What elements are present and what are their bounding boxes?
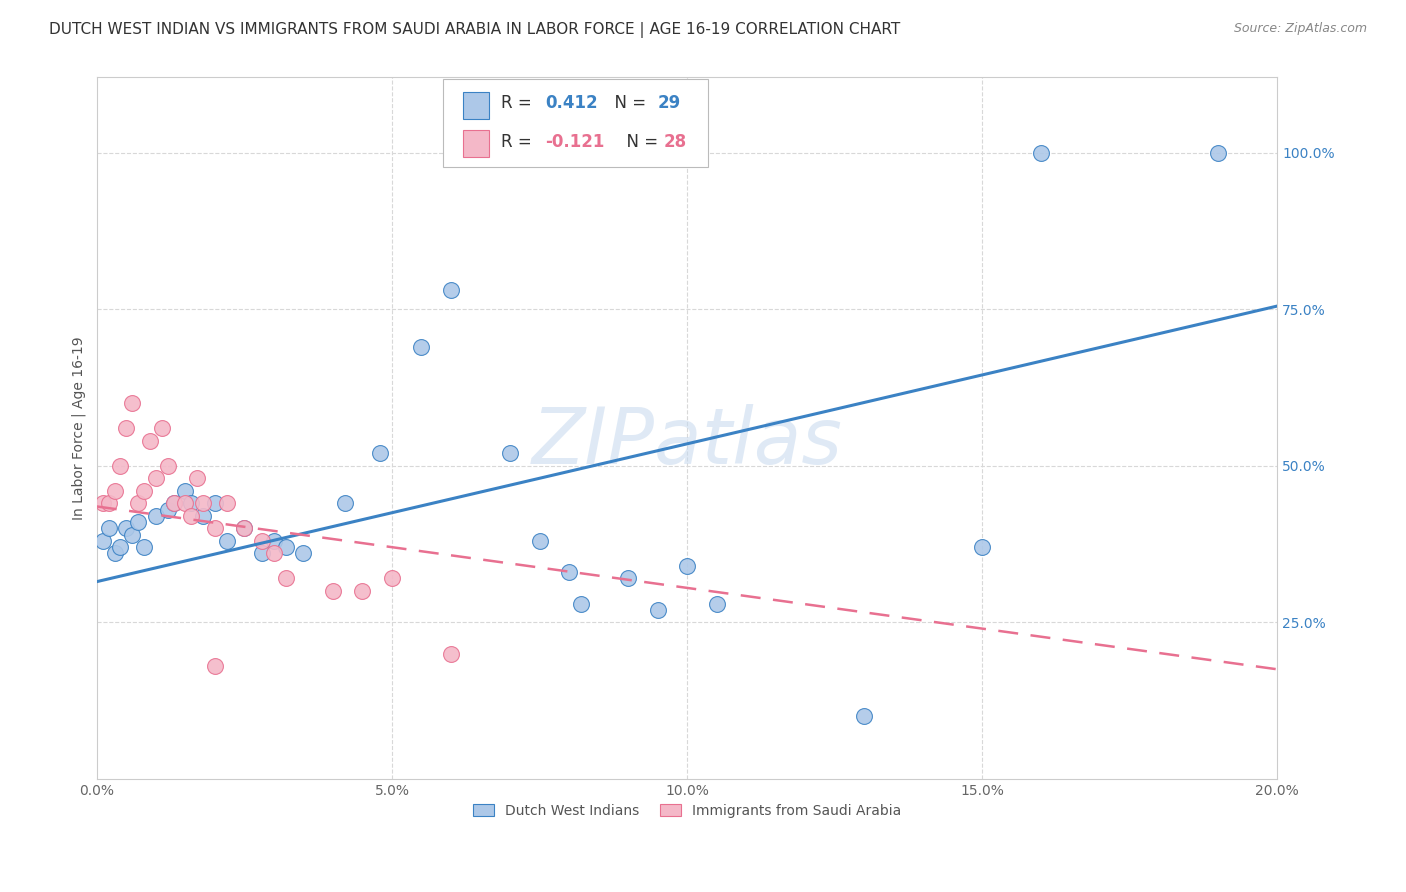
Point (1206, 145, 1229, 160)
Point (292, 546, 315, 560)
Point (174, 496, 197, 510)
Point (191, 508, 214, 523)
Point (156, 458, 179, 473)
Text: Source: ZipAtlas.com: Source: ZipAtlas.com (1233, 22, 1367, 36)
Point (569, 597, 592, 611)
Point (706, 597, 728, 611)
Point (132, 540, 155, 554)
Point (233, 521, 256, 535)
Point (127, 515, 149, 529)
Point (127, 496, 149, 510)
Point (676, 558, 699, 573)
Point (162, 496, 184, 510)
Point (145, 508, 167, 523)
Point (186, 471, 208, 485)
Point (91, 533, 114, 548)
Text: R =: R = (501, 95, 537, 112)
Legend: Dutch West Indians, Immigrants from Saudi Arabia: Dutch West Indians, Immigrants from Saud… (465, 797, 908, 824)
Text: N =: N = (605, 95, 652, 112)
Point (132, 483, 155, 498)
FancyBboxPatch shape (443, 78, 709, 167)
FancyBboxPatch shape (463, 92, 489, 119)
Point (103, 483, 125, 498)
Point (215, 496, 238, 510)
Point (250, 546, 273, 560)
Text: R =: R = (501, 133, 537, 151)
Point (274, 540, 297, 554)
Point (97, 521, 120, 535)
Text: DUTCH WEST INDIAN VS IMMIGRANTS FROM SAUDI ARABIA IN LABOR FORCE | AGE 16-19 COR: DUTCH WEST INDIAN VS IMMIGRANTS FROM SAU… (49, 22, 900, 38)
Point (115, 421, 138, 435)
Point (204, 521, 226, 535)
Point (263, 533, 285, 548)
Point (110, 540, 132, 554)
Point (411, 340, 433, 354)
Point (115, 521, 138, 535)
Point (853, 709, 876, 723)
Point (162, 496, 184, 510)
Point (274, 572, 297, 586)
Point (180, 508, 202, 523)
Text: N =: N = (616, 133, 664, 151)
Point (440, 647, 463, 661)
Point (381, 572, 404, 586)
Point (529, 533, 551, 548)
Point (103, 546, 125, 560)
Point (352, 584, 374, 599)
Point (110, 458, 132, 473)
Point (91, 496, 114, 510)
Point (204, 496, 226, 510)
Point (121, 396, 143, 410)
Point (156, 502, 179, 516)
Point (499, 446, 522, 460)
Point (180, 496, 202, 510)
Point (558, 566, 581, 580)
Point (263, 546, 285, 560)
Point (204, 659, 226, 673)
Text: 0.412: 0.412 (546, 95, 598, 112)
Point (233, 521, 256, 535)
Point (333, 496, 356, 510)
Point (145, 471, 167, 485)
Point (322, 584, 344, 599)
Point (139, 434, 162, 448)
Point (972, 540, 994, 554)
Point (174, 483, 197, 498)
Y-axis label: In Labor Force | Age 16-19: In Labor Force | Age 16-19 (72, 336, 86, 520)
Text: 29: 29 (658, 95, 681, 112)
Point (440, 284, 463, 298)
Point (250, 533, 273, 548)
Point (121, 527, 143, 541)
Point (97, 496, 120, 510)
Point (647, 603, 669, 617)
Text: 28: 28 (664, 133, 686, 151)
FancyBboxPatch shape (463, 130, 489, 157)
Text: ZIPatlas: ZIPatlas (531, 404, 842, 480)
Point (1031, 145, 1053, 160)
Point (368, 446, 391, 460)
Point (215, 533, 238, 548)
Point (617, 572, 640, 586)
Text: -0.121: -0.121 (546, 133, 605, 151)
Point (191, 496, 214, 510)
Point (150, 421, 173, 435)
